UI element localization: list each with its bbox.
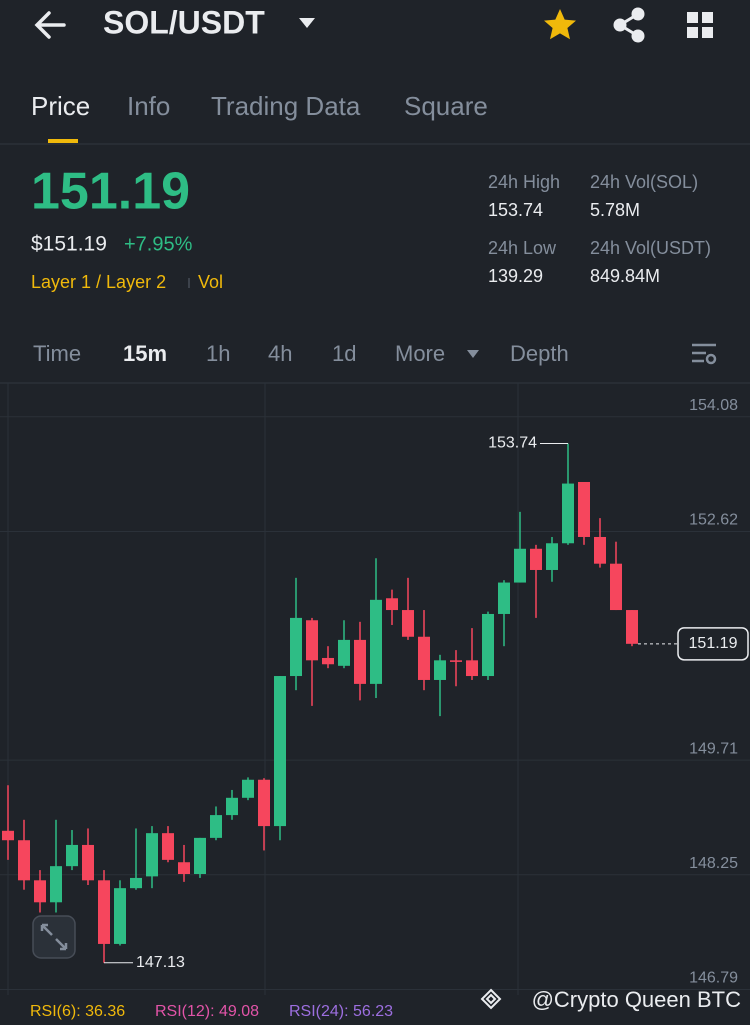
stat-label: 24h Vol(SOL): [590, 172, 698, 192]
y-tick-label: 149.71: [689, 740, 738, 757]
indicator-label: RSI(6): 36.36: [30, 1003, 125, 1020]
last-price-label: 151.19: [689, 635, 738, 652]
fiat-price: $151.19: [31, 233, 107, 256]
candle-body: [530, 548, 542, 570]
tag[interactable]: Layer 1 / Layer 2: [31, 272, 166, 292]
candle-body: [82, 844, 94, 881]
candle-body: [50, 866, 62, 903]
pair-title[interactable]: SOL/USDT: [103, 4, 265, 40]
stat-label: 24h Vol(USDT): [590, 238, 711, 258]
candle-body: [194, 837, 206, 875]
expand-button[interactable]: [32, 915, 76, 959]
watermark-logo: [480, 988, 502, 1010]
candle-body: [370, 599, 382, 684]
last-price-box: [677, 627, 749, 661]
candle-body: [386, 598, 398, 611]
interval[interactable]: More: [395, 341, 445, 366]
candle-body: [322, 657, 334, 665]
vertical-grid: [7, 383, 519, 995]
price-change: +7.95%: [124, 233, 193, 255]
share-button[interactable]: [613, 7, 645, 43]
interval[interactable]: Depth: [510, 341, 569, 366]
stat-value: 153.74: [488, 200, 543, 220]
candle-body: [130, 877, 142, 889]
candle-body: [274, 676, 286, 827]
candle-body: [450, 660, 462, 662]
favorite-star[interactable]: [544, 9, 576, 40]
candle-body: [226, 797, 238, 816]
min-label: 147.13: [136, 954, 185, 971]
candle-body: [418, 636, 430, 680]
indicator-label: RSI(24): 56.23: [289, 1003, 393, 1020]
candle-body: [178, 862, 190, 875]
candle-body: [66, 844, 78, 867]
y-tick-label: 154.08: [689, 397, 738, 414]
candle-body: [594, 536, 606, 564]
last-price: 151.19: [31, 163, 190, 221]
candle-body: [210, 815, 222, 838]
tab[interactable]: Price: [31, 91, 90, 121]
candle-body: [578, 481, 590, 537]
interval[interactable]: 15m: [123, 341, 167, 366]
candle-body: [114, 888, 126, 944]
candle-body: [434, 660, 446, 680]
more-dropdown[interactable]: [467, 350, 479, 358]
candle-body: [354, 639, 366, 684]
stat-value: 849.84M: [590, 266, 660, 286]
stat-value: 5.78M: [590, 200, 640, 220]
watermark: @Crypto Queen BTC: [532, 987, 742, 1012]
candle-body: [546, 543, 558, 570]
candle-body: [162, 833, 174, 860]
candle-body: [18, 840, 30, 881]
candle-body: [34, 880, 46, 903]
menu-grid[interactable]: [687, 12, 713, 38]
back-button[interactable]: [34, 11, 66, 39]
interval[interactable]: 1d: [332, 341, 356, 366]
tab[interactable]: Square: [404, 91, 488, 121]
interval[interactable]: 1h: [206, 341, 230, 366]
candle-body: [402, 610, 414, 637]
tab[interactable]: Trading Data: [211, 91, 361, 121]
tab-indicator: [48, 139, 78, 143]
candle-body: [514, 548, 526, 583]
chart-settings[interactable]: [692, 343, 717, 365]
candle-body: [98, 880, 110, 944]
tag[interactable]: Vol: [198, 272, 223, 292]
interval[interactable]: 4h: [268, 341, 292, 366]
stat-label: 24h High: [488, 172, 560, 192]
tab[interactable]: Info: [127, 91, 170, 121]
y-tick-label: 146.79: [689, 970, 738, 987]
candle-body: [338, 639, 350, 666]
candle-body: [146, 833, 158, 877]
candle-body: [290, 617, 302, 677]
candle-body: [562, 483, 574, 544]
candle-body: [466, 660, 478, 677]
y-tick-label: 152.62: [689, 512, 738, 529]
indicator-label: RSI(12): 49.08: [155, 1003, 259, 1020]
max-label: 153.74: [488, 435, 537, 452]
candle-body: [610, 563, 622, 611]
candle-body: [2, 830, 14, 841]
candle-body: [242, 779, 254, 798]
candle-body: [498, 582, 510, 614]
candle-body: [626, 610, 638, 644]
candle-body: [258, 779, 270, 827]
interval[interactable]: Time: [33, 341, 81, 366]
stat-value: 139.29: [488, 266, 543, 286]
y-tick-label: 148.25: [689, 855, 738, 872]
candle-body: [306, 620, 318, 661]
pair-dropdown[interactable]: [299, 18, 315, 28]
candle-body: [482, 613, 494, 677]
stat-label: 24h Low: [488, 238, 557, 258]
